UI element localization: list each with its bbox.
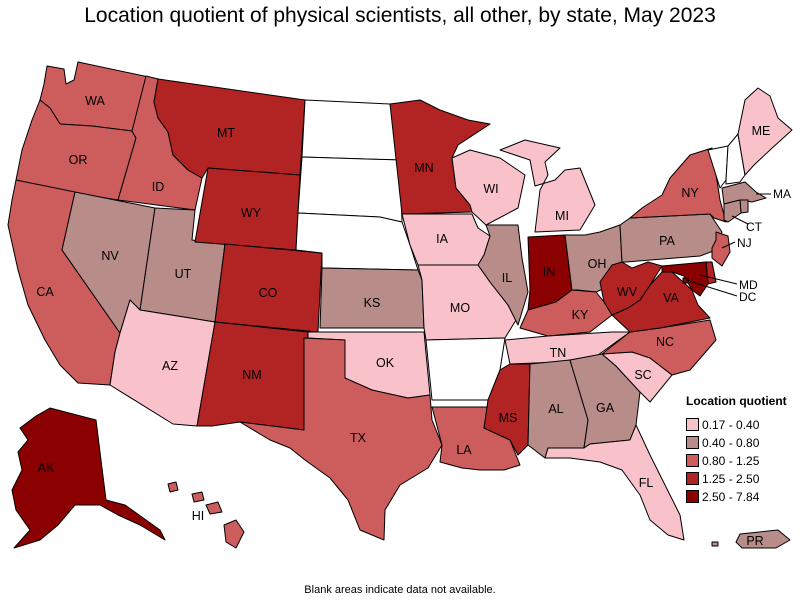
legend-label: 2.50 - 7.84: [702, 490, 760, 504]
legend-swatch: [686, 436, 699, 449]
state-nc[interactable]: [601, 319, 717, 376]
state-label-ny: NY: [681, 186, 699, 200]
state-label-ks: KS: [364, 296, 381, 310]
legend-item: 1.25 - 2.50: [686, 472, 798, 490]
legend-swatch: [686, 490, 699, 503]
state-label-sc: SC: [634, 368, 651, 382]
legend-item: 0.40 - 0.80: [686, 436, 798, 454]
state-label-fl: FL: [639, 476, 654, 490]
state-label-mi: MI: [555, 209, 569, 223]
state-label-tx: TX: [350, 431, 367, 445]
state-dc[interactable]: [682, 277, 689, 284]
state-label-ky: KY: [572, 308, 589, 322]
state-label-nj: NJ: [737, 236, 752, 250]
state-mi[interactable]: [499, 139, 596, 233]
legend-items: 0.17 - 0.40 0.40 - 0.80 0.80 - 1.25 1.25…: [686, 418, 798, 508]
state-label-wy: WY: [241, 206, 262, 220]
state-wi[interactable]: [451, 149, 526, 226]
state-label-dc: DC: [739, 290, 757, 304]
state-label-az: AZ: [162, 359, 178, 373]
state-label-id: ID: [152, 180, 165, 194]
legend-swatch: [686, 454, 699, 467]
map-title: Location quotient of physical scientists…: [84, 4, 716, 27]
state-label-in: IN: [543, 265, 556, 279]
state-label-or: OR: [69, 153, 88, 167]
state-nd[interactable]: [301, 99, 401, 161]
state-fl[interactable]: [544, 424, 685, 541]
legend-label: 0.40 - 0.80: [702, 436, 760, 450]
legend-title: Location quotient: [686, 394, 787, 408]
state-ak[interactable]: [11, 407, 166, 549]
state-label-nc: NC: [656, 335, 674, 349]
state-label-co: CO: [259, 286, 278, 300]
legend: Location quotient 0.17 - 0.40 0.40 - 0.8…: [686, 394, 798, 508]
state-label-la: LA: [456, 443, 472, 457]
state-sd[interactable]: [297, 156, 403, 223]
state-il[interactable]: [477, 224, 529, 326]
state-label-ak: AK: [38, 461, 55, 475]
state-me[interactable]: [737, 87, 793, 176]
state-label-oh: OH: [588, 257, 607, 271]
state-ny[interactable]: [629, 147, 727, 223]
state-label-hi: HI: [192, 509, 205, 523]
state-label-al: AL: [548, 402, 563, 416]
state-label-mn: MN: [414, 161, 433, 175]
state-label-wa: WA: [85, 94, 105, 108]
state-label-ia: IA: [436, 232, 448, 246]
state-hi[interactable]: [167, 481, 245, 549]
state-label-va: VA: [663, 291, 679, 305]
state-label-nv: NV: [101, 249, 119, 263]
state-ky[interactable]: [519, 289, 613, 337]
state-label-ma: MA: [773, 187, 791, 201]
state-mn[interactable]: [389, 99, 491, 215]
state-nj[interactable]: [711, 231, 731, 267]
state-label-md: MD: [739, 278, 758, 292]
state-pr[interactable]: [711, 529, 791, 549]
state-label-ct: CT: [746, 220, 763, 234]
state-label-wv: WV: [617, 285, 638, 299]
state-label-wi: WI: [483, 182, 498, 196]
callout-lines: [685, 193, 771, 297]
state-mt[interactable]: [153, 78, 306, 179]
state-label-ok: OK: [376, 356, 395, 370]
legend-item: 0.17 - 0.40: [686, 418, 798, 436]
legend-label: 0.80 - 1.25: [702, 454, 760, 468]
state-label-il: IL: [502, 271, 512, 285]
legend-swatch: [686, 472, 699, 485]
state-tx[interactable]: [239, 337, 443, 541]
footnote: Blank areas indicate data not available.: [304, 584, 496, 596]
legend-swatch: [686, 418, 699, 431]
state-label-mo: MO: [450, 301, 470, 315]
legend-item: 2.50 - 7.84: [686, 490, 798, 508]
state-md[interactable]: [661, 261, 709, 297]
legend-label: 0.17 - 0.40: [702, 418, 760, 432]
state-label-ms: MS: [499, 411, 518, 425]
state-wv[interactable]: [599, 261, 663, 316]
state-label-ca: CA: [36, 285, 54, 299]
state-label-me: ME: [752, 124, 771, 138]
state-label-nm: NM: [242, 368, 261, 382]
state-label-pr: PR: [746, 534, 763, 548]
state-label-mt: MT: [217, 126, 235, 140]
state-label-tn: TN: [550, 346, 567, 360]
state-label-ut: UT: [175, 267, 192, 281]
legend-label: 1.25 - 2.50: [702, 472, 760, 486]
legend-item: 0.80 - 1.25: [686, 454, 798, 472]
state-label-ga: GA: [596, 401, 615, 415]
state-label-pa: PA: [659, 234, 675, 248]
